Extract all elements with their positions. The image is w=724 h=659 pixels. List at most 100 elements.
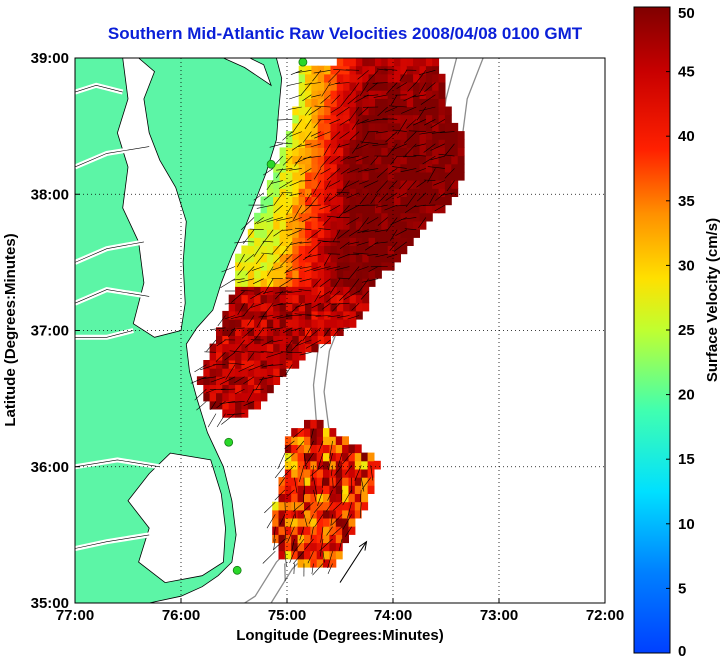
- velocity-cell: [285, 310, 293, 320]
- velocity-cell: [368, 155, 376, 165]
- velocity-cell: [260, 204, 268, 214]
- velocity-cell: [349, 58, 357, 67]
- velocity-cell: [336, 196, 344, 206]
- velocity-cell: [254, 360, 261, 369]
- velocity-cell: [304, 460, 311, 470]
- velocity-cell: [285, 343, 293, 353]
- velocity-cell: [387, 90, 395, 99]
- velocity-vector: [357, 217, 369, 232]
- velocity-cell: [304, 485, 311, 494]
- velocity-cell: [406, 106, 414, 116]
- velocity-cell: [375, 196, 382, 206]
- velocity-cell: [342, 493, 349, 503]
- velocity-vector: [297, 143, 312, 147]
- velocity-cell: [432, 73, 440, 83]
- velocity-cell: [381, 106, 389, 116]
- velocity-cell: [451, 171, 459, 181]
- velocity-cell: [413, 98, 420, 108]
- velocity-cell: [284, 469, 292, 478]
- velocity-cell: [330, 245, 338, 255]
- velocity-cell: [285, 261, 293, 271]
- velocity-cell: [335, 518, 343, 527]
- velocity-cell: [272, 534, 280, 544]
- velocity-cell: [330, 286, 338, 296]
- velocity-vector: [313, 489, 317, 502]
- velocity-vector: [247, 352, 255, 362]
- velocity-cell: [367, 460, 375, 470]
- velocity-cell: [438, 122, 446, 132]
- velocity-cell: [438, 196, 446, 206]
- velocity-vector: [289, 551, 295, 564]
- velocity-cell: [279, 368, 287, 377]
- velocity-vector: [399, 70, 408, 82]
- velocity-vector: [385, 131, 398, 143]
- velocity-vector: [314, 290, 322, 303]
- velocity-cell: [311, 302, 319, 312]
- velocity-cell: [355, 98, 363, 108]
- velocity-cell: [285, 196, 293, 206]
- velocity-cell: [362, 131, 370, 140]
- velocity-vector: [415, 168, 427, 173]
- velocity-cell: [260, 335, 268, 345]
- velocity-cell: [316, 469, 324, 478]
- velocity-cell: [254, 384, 261, 394]
- velocity-cell: [311, 335, 319, 345]
- velocity-vector: [375, 204, 388, 208]
- velocity-cell: [311, 139, 319, 148]
- velocity-cell: [336, 163, 344, 173]
- velocity-cell: [375, 188, 382, 197]
- velocity-vector: [345, 69, 360, 71]
- velocity-cell: [291, 477, 299, 486]
- velocity-cell: [355, 261, 363, 271]
- velocity-vector: [291, 327, 302, 331]
- velocity-cell: [394, 245, 401, 255]
- velocity-cell: [305, 163, 312, 173]
- velocity-cell: [285, 327, 293, 336]
- velocity-cell: [342, 534, 349, 544]
- velocity-vector: [406, 119, 417, 129]
- velocity-cell: [278, 493, 286, 503]
- velocity-vector: [330, 514, 333, 526]
- velocity-cell: [260, 221, 268, 230]
- velocity-cell: [209, 368, 217, 377]
- velocity-cell: [254, 237, 261, 246]
- velocity-cell: [330, 294, 338, 304]
- velocity-cell: [361, 460, 369, 470]
- velocity-vector: [370, 465, 374, 481]
- velocity-cell: [291, 436, 299, 445]
- velocity-cell: [329, 493, 337, 503]
- velocity-cell: [355, 90, 363, 99]
- velocity-vector: [334, 266, 350, 271]
- velocity-vector: [266, 217, 283, 223]
- velocity-cell: [273, 368, 281, 377]
- velocity-cell: [432, 122, 440, 132]
- velocity-vector: [329, 119, 341, 125]
- velocity-cell: [387, 204, 395, 214]
- velocity-cell: [285, 360, 293, 369]
- colorbar-tick-label: 5: [678, 580, 686, 597]
- velocity-cell: [266, 327, 274, 336]
- velocity-vector: [323, 143, 331, 156]
- velocity-vector: [270, 327, 283, 331]
- velocity-vector: [221, 266, 236, 273]
- velocity-cell: [343, 82, 351, 91]
- velocity-cell: [209, 400, 217, 410]
- velocity-cell: [330, 302, 338, 312]
- velocity-vector: [272, 315, 283, 318]
- velocity-cell: [387, 188, 395, 197]
- velocity-vector: [318, 119, 331, 121]
- velocity-cell: [222, 343, 230, 353]
- velocity-cell: [279, 270, 287, 279]
- velocity-cell: [335, 444, 343, 454]
- scale-vector: [339, 541, 367, 583]
- velocity-vector: [317, 453, 324, 470]
- velocity-cell: [284, 460, 292, 470]
- velocity-vector: [230, 315, 245, 319]
- velocity-vector: [396, 192, 407, 199]
- velocity-cell: [394, 147, 401, 157]
- velocity-cell: [349, 319, 357, 328]
- velocity-cell: [292, 286, 300, 296]
- velocity-vector: [376, 180, 388, 193]
- velocity-cell: [241, 327, 249, 336]
- velocity-cell: [285, 180, 293, 189]
